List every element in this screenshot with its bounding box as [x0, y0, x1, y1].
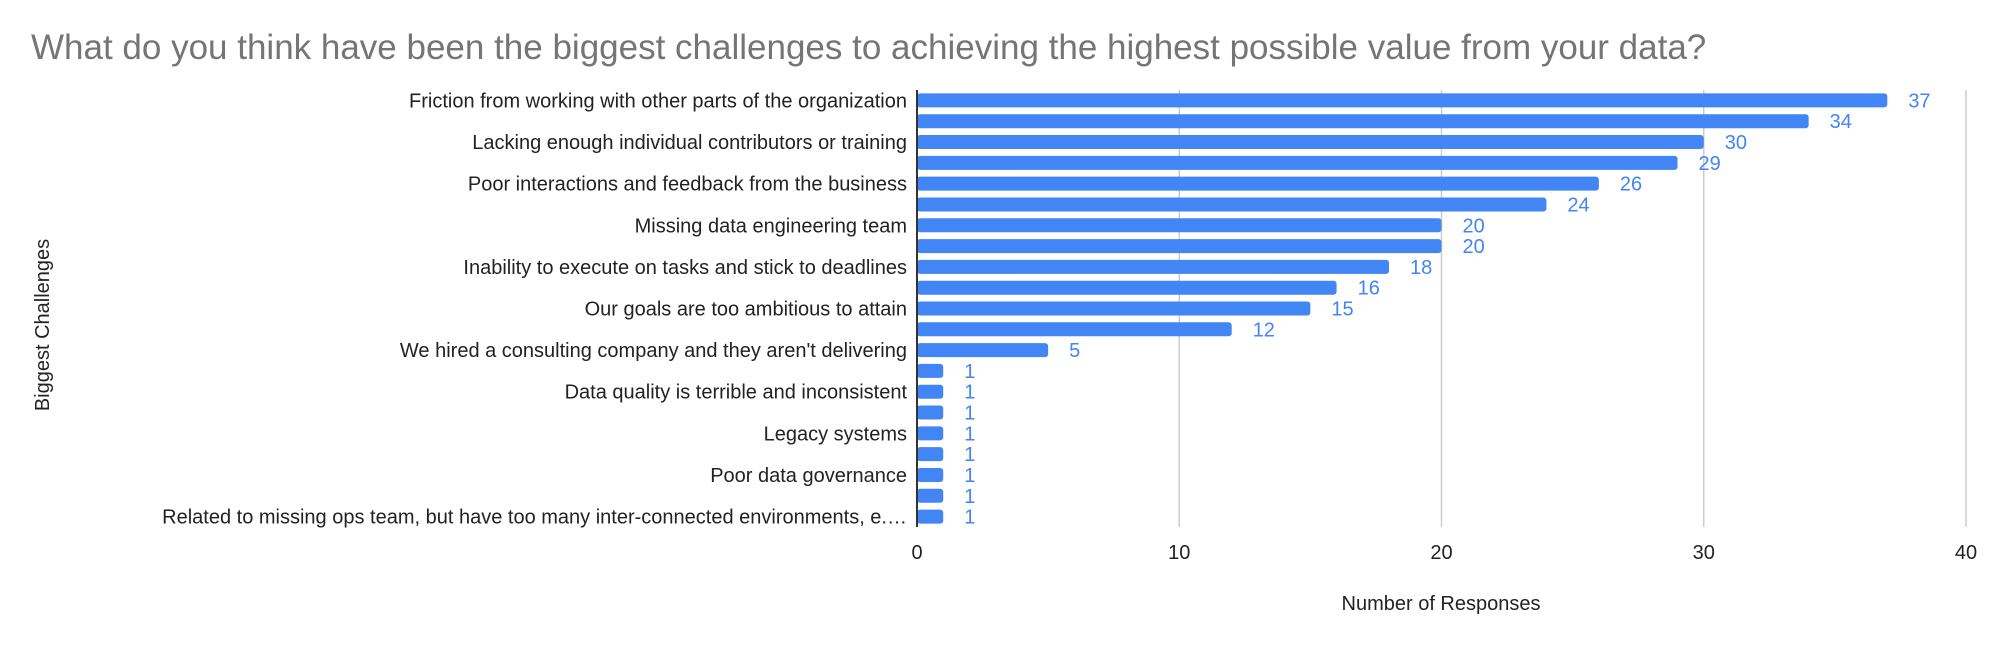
category-label: We hired a consulting company and they a…: [400, 340, 907, 362]
data-label: 37: [1908, 90, 1930, 112]
x-tick-label: 20: [1430, 542, 1452, 564]
bars: [917, 93, 1888, 524]
bar: [917, 239, 1442, 254]
bar: [917, 447, 944, 462]
data-label: 12: [1253, 319, 1275, 341]
category-label: Poor interactions and feedback from the …: [468, 174, 907, 196]
data-label: 24: [1567, 194, 1589, 216]
data-label: 16: [1358, 278, 1380, 300]
bar: [917, 93, 1888, 108]
bar: [917, 280, 1337, 295]
data-label: 20: [1463, 215, 1485, 237]
data-label: 34: [1830, 111, 1852, 133]
data-label: 1: [964, 403, 975, 425]
data-label: 20: [1463, 236, 1485, 258]
bar: [917, 384, 944, 399]
category-label: Data quality is terrible and inconsisten…: [565, 382, 908, 404]
category-label: Missing data engineering team: [635, 215, 907, 237]
x-tick-label: 0: [911, 542, 922, 564]
bar: [917, 176, 1599, 191]
bar: [917, 426, 944, 441]
bar: [917, 467, 944, 482]
x-tick-label: 40: [1955, 542, 1977, 564]
category-labels: Friction from working with other parts o…: [162, 90, 907, 528]
bar: [917, 363, 944, 378]
y-axis-title: Biggest Challenges: [32, 239, 54, 411]
bar: [917, 301, 1311, 316]
bar: [917, 322, 1232, 337]
chart-title: What do you think have been the biggest …: [31, 28, 1706, 67]
data-label: 5: [1069, 340, 1080, 362]
data-label: 1: [964, 382, 975, 404]
data-label: 29: [1699, 153, 1721, 175]
category-label: Inability to execute on tasks and stick …: [463, 257, 907, 279]
category-label: Related to missing ops team, but have to…: [162, 507, 907, 529]
data-label: 1: [964, 465, 975, 487]
data-label: 1: [964, 444, 975, 466]
bar: [917, 114, 1809, 129]
data-label: 15: [1331, 299, 1353, 321]
bar: [917, 197, 1547, 212]
bar: [917, 259, 1390, 274]
data-label: 30: [1725, 132, 1747, 154]
x-axis-ticks: 0 10 20 30 40: [911, 542, 1977, 564]
data-label: 1: [964, 423, 975, 445]
data-label: 26: [1620, 174, 1642, 196]
category-label: Legacy systems: [764, 423, 907, 445]
bar: [917, 218, 1442, 233]
bar: [917, 135, 1704, 150]
bar: [917, 155, 1678, 170]
bar: [917, 488, 944, 503]
category-label: Poor data governance: [710, 465, 907, 487]
bar: [917, 509, 944, 524]
data-label: 1: [964, 361, 975, 383]
category-label: Our goals are too ambitious to attain: [585, 299, 907, 321]
x-tick-label: 10: [1168, 542, 1190, 564]
x-tick-label: 30: [1693, 542, 1715, 564]
category-label: Lacking enough individual contributors o…: [472, 132, 907, 154]
x-axis-title: Number of Responses: [1342, 593, 1541, 615]
data-label: 18: [1410, 257, 1432, 279]
bar: [917, 405, 944, 420]
data-label: 1: [964, 507, 975, 529]
bar: [917, 343, 1049, 358]
category-label: Friction from working with other parts o…: [409, 90, 907, 112]
data-label: 1: [964, 486, 975, 508]
